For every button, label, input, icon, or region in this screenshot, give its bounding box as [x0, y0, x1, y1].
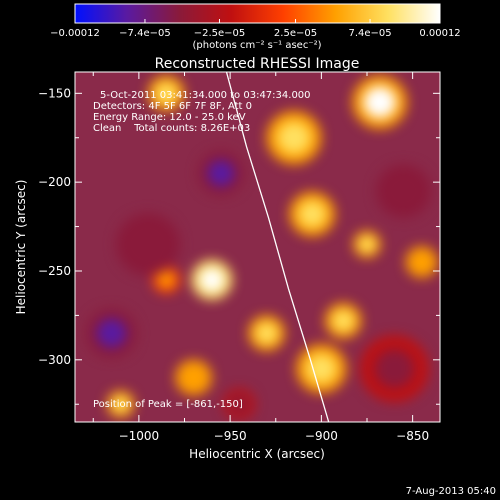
- x-tick-label: −900: [305, 429, 338, 443]
- y-axis-label: Heliocentric Y (arcsec): [14, 180, 28, 315]
- x-axis-label: Heliocentric X (arcsec): [189, 447, 325, 461]
- heatmap-blob: [96, 318, 127, 348]
- heatmap-blob: [277, 121, 311, 154]
- heatmap-blob: [207, 159, 235, 187]
- annotation-clean-counts: Clean Total counts: 8.26E+03: [93, 123, 250, 134]
- heatmap-blob: [158, 271, 175, 288]
- y-tick-label: −250: [38, 264, 71, 278]
- colorbar: −0.00012 −7.4e−05 −2.5e−05 2.5e−05 7.4e−05 0.…: [50, 3, 461, 51]
- heatmap-blob: [255, 322, 278, 344]
- heatmap-blob: [155, 82, 178, 104]
- heatmap-blob: [182, 366, 205, 389]
- x-tick-label: −1000: [119, 429, 160, 443]
- heatmap-blob: [298, 200, 326, 228]
- colorbar-tick-label: −0.00012: [50, 28, 100, 39]
- y-tick-label: −150: [38, 86, 71, 100]
- plot-area: −1000 −950 −900 −850 −300 −250 −200 −150 5-Oct-…: [38, 71, 441, 443]
- y-tick-label: −200: [38, 175, 71, 189]
- colorbar-tick-label: −2.5e−05: [194, 28, 246, 39]
- heatmap-blob: [229, 394, 249, 414]
- chart-title: Reconstructed RHESSI Image: [155, 56, 360, 72]
- annotation-detectors: Detectors: 4F 5F 6F 7F 8F, Att 0: [93, 101, 252, 112]
- colorbar-tick-label: 2.5e−05: [274, 28, 317, 39]
- heatmap-blob: [199, 267, 225, 292]
- colorbar-tick-label: 0.00012: [419, 28, 460, 39]
- colorbar-tick-label: −7.4e−05: [119, 28, 171, 39]
- colorbar-ticks: −0.00012 −7.4e−05 −2.5e−05 2.5e−05 7.4e−05 0.…: [50, 19, 461, 39]
- heatmap-layer: [86, 75, 438, 420]
- annotation-energy-range: Energy Range: 12.0 - 25.0 keV: [93, 112, 246, 123]
- heatmap-blob: [412, 252, 432, 272]
- heatmap-blob: [128, 225, 168, 263]
- y-tick-label: −300: [38, 353, 71, 367]
- x-tick-label: −850: [396, 429, 429, 443]
- axis-ticks: −1000 −950 −900 −850 −300 −250 −200 −150: [38, 72, 440, 443]
- annotation-peak-position: Position of Peak = [-861,-150]: [93, 399, 243, 410]
- heatmap-blob: [373, 348, 415, 389]
- solar-limb-line: [225, 72, 330, 422]
- heatmap-blob: [387, 175, 420, 208]
- colorbar-unit-label: (photons cm⁻² s⁻¹ asec⁻²): [192, 40, 321, 51]
- heatmap-blob: [306, 354, 337, 384]
- heatmap-blob: [363, 86, 397, 119]
- annotation-time-range: 5-Oct-2011 03:41:34.000 to 03:47:34.000: [100, 90, 311, 101]
- colorbar-scale: [74, 3, 441, 24]
- heatmap-blob: [112, 396, 129, 413]
- colorbar-tick-label: 7.4e−05: [348, 28, 391, 39]
- heatmap-blob: [358, 236, 376, 253]
- x-tick-label: −950: [214, 429, 247, 443]
- plot-frame: [74, 71, 441, 423]
- footer-timestamp: 7-Aug-2013 05:40: [406, 486, 496, 497]
- heatmap-blob: [332, 310, 355, 332]
